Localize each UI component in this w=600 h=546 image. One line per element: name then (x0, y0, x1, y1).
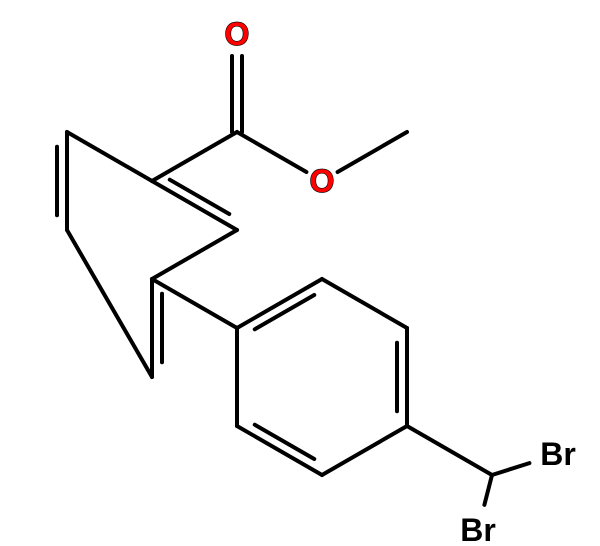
atom-label-br2: Br (460, 512, 496, 546)
atom-label-br1: Br (540, 436, 576, 472)
atom-label-o2: O (310, 163, 335, 199)
atom-label-o1: O (225, 16, 250, 52)
chemical-structure-diagram: O O Br Br (0, 0, 600, 546)
